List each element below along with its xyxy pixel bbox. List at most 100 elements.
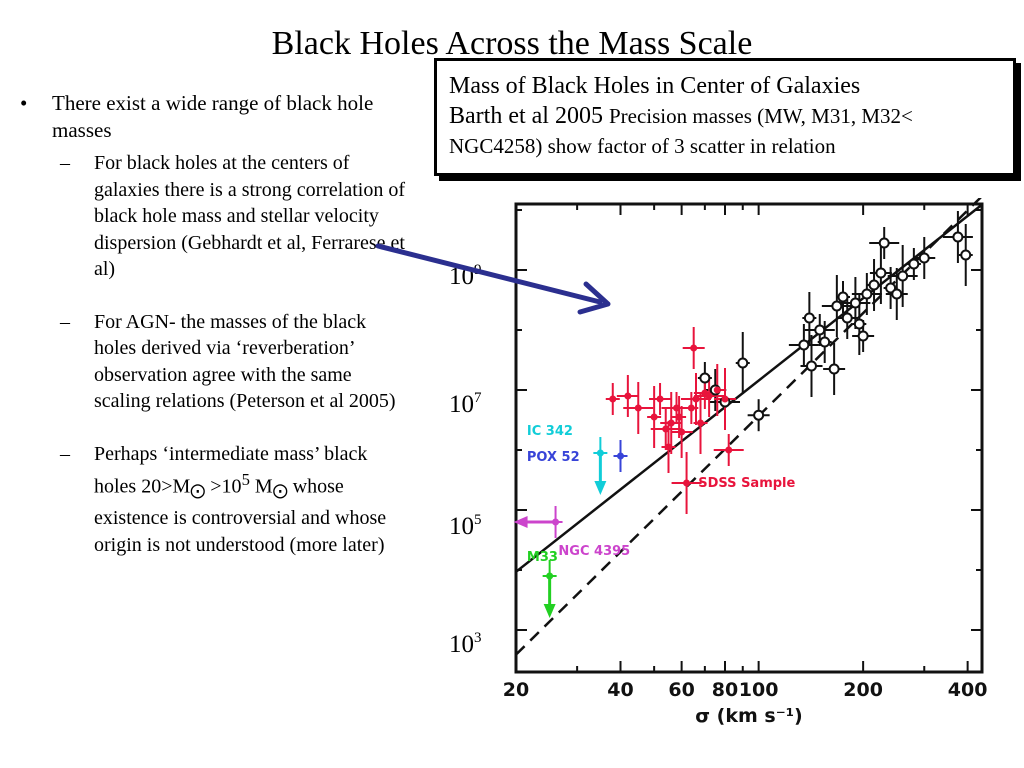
data-point (656, 395, 664, 403)
mass-label-exp: 3 (474, 630, 482, 646)
data-point (692, 395, 700, 403)
data-point (831, 300, 843, 312)
mass-label-1e9: 109 (449, 256, 484, 291)
data-point (803, 312, 815, 324)
mass-label-base: 10 (449, 391, 474, 418)
exponent: 5 (241, 470, 250, 489)
data-point (841, 312, 853, 324)
data-point (650, 413, 658, 421)
data-point (798, 339, 810, 351)
dash-mark: – (60, 442, 70, 465)
data-point (552, 518, 560, 526)
x-tick-label: 60 (668, 679, 694, 701)
x-tick-label: 100 (739, 679, 779, 701)
solar-symbol-icon: ⨀ (272, 483, 288, 500)
data-point (897, 270, 909, 282)
series-label: IC 342 (527, 424, 573, 439)
callout-line3: NGC4258) show factor of 3 scatter in rel… (449, 134, 836, 158)
data-point (662, 425, 670, 433)
x-tick-label: 20 (503, 679, 529, 701)
data-point (596, 449, 604, 457)
mass-label-exp: 9 (474, 262, 482, 278)
dash-mark: – (60, 310, 70, 333)
data-point (952, 231, 964, 243)
data-point (721, 395, 729, 403)
callout-line2: Barth et al 2005 Precision masses (MW, M… (449, 101, 999, 131)
mass-label-1e5: 105 (449, 506, 484, 541)
mass-label-1e7: 107 (449, 384, 484, 419)
fit-line-solid (515, 203, 983, 573)
callout-line1: Mass of Black Holes in Center of Galaxie… (449, 73, 861, 99)
mass-label-1e3: 103 (449, 624, 484, 659)
data-point (609, 395, 617, 403)
data-point (891, 288, 903, 300)
slide-title: Black Holes Across the Mass Scale (271, 25, 753, 62)
data-point (683, 479, 691, 487)
series-label: POX 52 (527, 450, 580, 465)
data-point (918, 252, 930, 264)
data-point (861, 288, 873, 300)
sub-bullet-correlation: – For black holes at the centers of gala… (18, 150, 410, 283)
sub-bullet-agn-text: For AGN- the masses of the black holes d… (94, 310, 396, 413)
data-point (753, 409, 765, 421)
data-point (624, 392, 632, 400)
data-point (705, 392, 713, 400)
data-point (875, 267, 887, 279)
x-tick-label: 40 (607, 679, 633, 701)
bullet-list: • There exist a wide range of black hole… (18, 90, 410, 584)
mass-label-exp: 7 (474, 390, 482, 406)
data-point (667, 419, 675, 427)
x-tick-label: 400 (948, 679, 988, 701)
data-point (849, 297, 861, 309)
mass-label-base: 10 (449, 631, 474, 658)
dash-mark: – (60, 152, 70, 174)
data-point (878, 237, 890, 249)
data-point (806, 360, 818, 372)
sub-bullet-intermediate-text-b: >10 (205, 475, 242, 498)
data-point (868, 279, 880, 291)
sub-bullet-intermediate-text-d: whose existence is controversial and who… (94, 475, 387, 556)
mass-label-exp: 5 (474, 512, 482, 528)
x-tick-label: 200 (843, 679, 883, 701)
sub-bullet-correlation-text: For black holes at the centers of galaxi… (94, 152, 405, 280)
data-point (725, 446, 733, 454)
upper-limit-arrow (594, 481, 607, 495)
data-point (828, 363, 840, 375)
data-point (853, 318, 865, 330)
callout-detail: Precision masses (MW, M31, M32< (608, 104, 913, 128)
data-point (713, 386, 721, 394)
upper-limit-arrow (513, 516, 528, 528)
data-point (546, 572, 554, 580)
data-point (699, 372, 711, 384)
mass-label-base: 10 (449, 263, 474, 290)
bullet-main: • There exist a wide range of black hole… (18, 90, 410, 144)
data-point (687, 404, 695, 412)
callout-reference: Barth et al 2005 (449, 103, 609, 129)
solar-symbol-icon: ⨀ (190, 483, 206, 500)
sub-bullet-intermediate-text-a: Perhaps ‘intermediate mass’ black holes … (94, 442, 368, 498)
mass-label-base: 10 (449, 513, 474, 540)
x-tick-label: 80 (712, 679, 738, 701)
data-point (634, 404, 642, 412)
callout-box: Mass of Black Holes in Center of Galaxie… (434, 58, 1016, 176)
data-point (837, 291, 849, 303)
x-axis-label: σ (km s⁻¹) (695, 705, 803, 727)
sub-bullet-intermediate-text-c: M (249, 475, 273, 498)
data-point (665, 443, 673, 451)
data-point (857, 330, 869, 342)
bullet-main-text: There exist a wide range of black hole m… (52, 91, 374, 142)
data-point (737, 357, 749, 369)
plot-frame (514, 202, 984, 674)
data-point (814, 324, 826, 336)
data-point (675, 413, 683, 421)
data-point (690, 344, 698, 352)
series-label: SDSS Sample (698, 476, 795, 491)
data-point (819, 336, 831, 348)
data-point (696, 419, 704, 427)
data-point (908, 258, 920, 270)
sub-bullet-intermediate: – Perhaps ‘intermediate mass’ black hole… (18, 441, 410, 559)
data-point (673, 404, 681, 412)
series-label: NGC 4395 (558, 544, 630, 559)
series-label: M33 (527, 550, 558, 565)
